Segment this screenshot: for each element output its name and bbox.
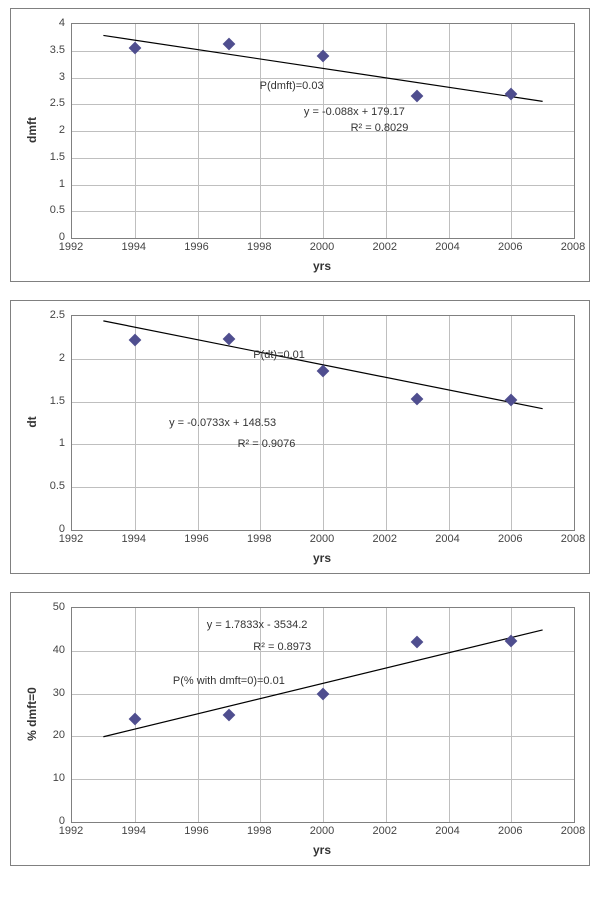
x-tick-label: 1992 — [51, 241, 91, 253]
chart3-trendline — [72, 608, 574, 822]
y-tick-label: 1.5 — [29, 395, 65, 407]
chart2-plot-area: P(dt)=0.01 y = -0.0733x + 148.53 R² = 0.90… — [71, 315, 575, 531]
x-tick-label: 2008 — [553, 533, 593, 545]
x-tick-label: 2002 — [365, 825, 405, 837]
chart3-container: y = 1.7833x - 3534.2 R² = 0.8973 P(% with … — [10, 592, 590, 866]
chart1-ylabel: dmft — [25, 117, 39, 143]
chart-annotation: R² = 0.9076 — [238, 438, 296, 450]
x-tick-label: 2006 — [490, 533, 530, 545]
y-tick-label: 2.5 — [29, 309, 65, 321]
chart3-plot-area: y = 1.7833x - 3534.2 R² = 0.8973 P(% with … — [71, 607, 575, 823]
x-tick-label: 2004 — [428, 825, 468, 837]
y-tick-label: 0.5 — [29, 480, 65, 492]
chart-annotation: R² = 0.8973 — [253, 641, 311, 653]
y-tick-label: 40 — [29, 644, 65, 656]
chart3-ylabel: % dmft=0 — [25, 687, 39, 741]
x-tick-label: 2002 — [365, 241, 405, 253]
chart2-container: P(dt)=0.01 y = -0.0733x + 148.53 R² = 0.90… — [10, 300, 590, 574]
x-tick-label: 1998 — [239, 533, 279, 545]
y-tick-label: 10 — [29, 772, 65, 784]
chart-annotation: y = -0.088x + 179.17 — [304, 106, 405, 118]
x-tick-label: 1994 — [114, 533, 154, 545]
y-tick-label: 1 — [29, 178, 65, 190]
x-tick-label: 2006 — [490, 241, 530, 253]
y-tick-label: 0.5 — [29, 204, 65, 216]
x-tick-label: 1996 — [177, 825, 217, 837]
x-tick-label: 2008 — [553, 241, 593, 253]
chart-annotation: P(dmft)=0.03 — [260, 80, 324, 92]
chart3-xlabel: yrs — [313, 843, 331, 857]
x-tick-label: 1994 — [114, 241, 154, 253]
x-tick-label: 2006 — [490, 825, 530, 837]
x-tick-label: 1996 — [177, 533, 217, 545]
y-tick-label: 2.5 — [29, 97, 65, 109]
chart2-ylabel: dt — [25, 416, 39, 427]
x-tick-label: 1992 — [51, 533, 91, 545]
chart1-container: P(dmft)=0.03 y = -0.088x + 179.17 R² = 0.8… — [10, 8, 590, 282]
chart-annotation: P(dt)=0.01 — [253, 349, 305, 361]
x-tick-label: 1994 — [114, 825, 154, 837]
x-tick-label: 1998 — [239, 825, 279, 837]
y-tick-label: 3.5 — [29, 44, 65, 56]
chart2-trendline — [72, 316, 574, 530]
chart-annotation: y = 1.7833x - 3534.2 — [207, 619, 308, 631]
x-tick-label: 1992 — [51, 825, 91, 837]
x-tick-label: 2000 — [302, 533, 342, 545]
x-tick-label: 2000 — [302, 241, 342, 253]
chart1-xlabel: yrs — [313, 259, 331, 273]
x-tick-label: 2002 — [365, 533, 405, 545]
x-tick-label: 2000 — [302, 825, 342, 837]
chart1-plot-area: P(dmft)=0.03 y = -0.088x + 179.17 R² = 0.8… — [71, 23, 575, 239]
y-tick-label: 1 — [29, 437, 65, 449]
x-tick-label: 2004 — [428, 533, 468, 545]
y-tick-label: 50 — [29, 601, 65, 613]
x-tick-label: 2004 — [428, 241, 468, 253]
y-tick-label: 2 — [29, 352, 65, 364]
y-tick-label: 4 — [29, 17, 65, 29]
y-tick-label: 1.5 — [29, 151, 65, 163]
chart-annotation: y = -0.0733x + 148.53 — [169, 417, 276, 429]
x-tick-label: 1998 — [239, 241, 279, 253]
chart-annotation: P(% with dmft=0)=0.01 — [173, 675, 285, 687]
chart2-xlabel: yrs — [313, 551, 331, 565]
chart-annotation: R² = 0.8029 — [351, 122, 409, 134]
x-tick-label: 2008 — [553, 825, 593, 837]
x-tick-label: 1996 — [177, 241, 217, 253]
y-tick-label: 3 — [29, 71, 65, 83]
